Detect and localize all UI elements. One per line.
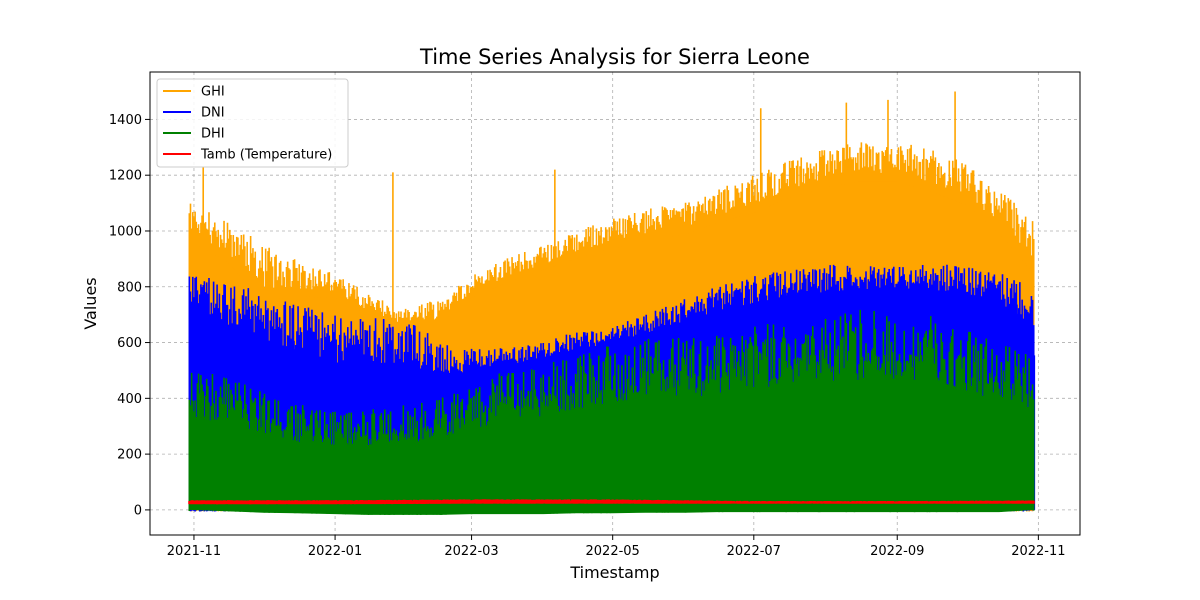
series-tamb-temperature- — [188, 499, 1035, 505]
y-tick-label: 1400 — [109, 113, 142, 128]
x-tick-label: 2021-11 — [167, 544, 221, 559]
plot-frame — [149, 71, 1081, 536]
legend-label: GHI — [201, 85, 225, 100]
y-tick-label: 1000 — [109, 224, 142, 239]
x-tick-label: 2022-05 — [586, 544, 640, 559]
y-tick-label: 400 — [117, 392, 142, 407]
plot-area — [188, 91, 1036, 515]
legend-box — [156, 78, 349, 168]
legend-label: DHI — [201, 127, 225, 142]
series-line — [188, 499, 1035, 505]
y-tick-label: 600 — [117, 336, 142, 351]
x-tick-label: 2022-01 — [308, 544, 362, 559]
series-dhi — [188, 309, 1035, 515]
legend-label: DNI — [201, 106, 225, 121]
y-tick-label: 1200 — [109, 169, 142, 184]
x-tick-label: 2022-03 — [444, 544, 498, 559]
x-tick-label: 2022-07 — [727, 544, 781, 559]
chart-title: Time Series Analysis for Sierra Leone — [419, 45, 810, 69]
axes: 2021-11 2022-01 2022-03 2022-05 2022-07 2022-… — [109, 113, 1066, 559]
series-fill — [189, 400, 1034, 515]
y-axis-title: Values — [81, 277, 100, 329]
legend-label: Tamb (Temperature) — [200, 148, 332, 163]
x-axis-title: Timestamp — [569, 563, 659, 582]
x-tick-label: 2022-11 — [1011, 544, 1065, 559]
legend: GHI DNI DHI Tamb (Temperature) — [156, 78, 349, 168]
y-tick-label: 800 — [117, 280, 142, 295]
x-tick-label: 2022-09 — [870, 544, 924, 559]
y-tick-label: 0 — [134, 503, 142, 518]
y-tick-label: 200 — [117, 448, 142, 463]
